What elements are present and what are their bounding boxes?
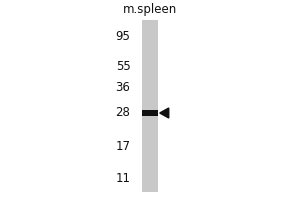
Text: 28: 28 [116,106,130,119]
Bar [142,20,158,192]
Text: 11: 11 [116,171,130,184]
Text: 95: 95 [116,29,130,43]
Text: m.spleen: m.spleen [123,2,177,16]
Text: 17: 17 [116,140,130,152]
Text: 55: 55 [116,60,130,72]
Polygon shape [160,108,169,118]
Bar [142,110,158,116]
Text: 36: 36 [116,81,130,94]
